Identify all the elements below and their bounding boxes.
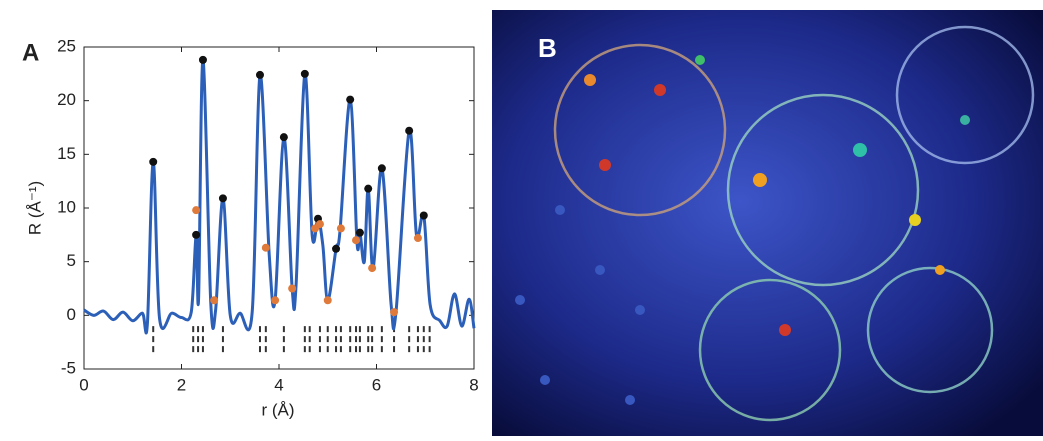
point (413, 234, 422, 243)
point (346, 95, 355, 104)
x-tick-label: 2 (177, 375, 186, 394)
point (355, 228, 364, 237)
atom (695, 55, 705, 65)
cage (866, 266, 994, 394)
x-tick-label: 8 (469, 375, 478, 394)
atom (960, 115, 970, 125)
y-tick-label: -5 (61, 358, 76, 377)
point (261, 243, 270, 252)
point (368, 264, 377, 273)
point (336, 224, 345, 233)
cage (895, 25, 1035, 165)
x-tick-label: 6 (372, 375, 381, 394)
y-tick-label: 25 (57, 36, 76, 55)
cage (553, 43, 727, 217)
atom (753, 173, 767, 187)
point (364, 184, 373, 193)
atom (595, 265, 605, 275)
point (192, 230, 201, 239)
atom (779, 324, 791, 336)
point (377, 164, 386, 173)
point (271, 296, 280, 305)
cage (726, 93, 920, 287)
y-tick-label: 20 (57, 90, 76, 109)
point (198, 55, 207, 64)
point (315, 220, 324, 229)
atom (909, 214, 921, 226)
atom (853, 143, 867, 157)
atom (654, 84, 666, 96)
atom (935, 265, 945, 275)
panel-b: B (492, 10, 1043, 436)
point (218, 194, 227, 203)
y-axis-label: R (Å⁻¹) (25, 181, 44, 235)
point (149, 157, 158, 166)
panel-label: B (538, 33, 557, 63)
point (352, 236, 361, 245)
x-axis-label: r (Å) (261, 400, 294, 419)
atom (540, 375, 550, 385)
y-tick-label: 5 (67, 251, 76, 270)
atom (584, 74, 596, 86)
y-tick-label: 10 (57, 197, 76, 216)
point (332, 244, 341, 253)
point (279, 133, 288, 142)
x-tick-label: 4 (274, 375, 283, 394)
atom (515, 295, 525, 305)
y-tick-label: 15 (57, 144, 76, 163)
point (288, 284, 297, 293)
atom (599, 159, 611, 171)
point (300, 69, 309, 78)
panel-b-background (492, 10, 1043, 436)
x-tick-label: 0 (79, 375, 88, 394)
atom (625, 395, 635, 405)
point (419, 211, 428, 220)
cage (698, 278, 842, 422)
curve (83, 58, 476, 335)
panel-label: A (22, 39, 39, 66)
point (405, 126, 414, 135)
point (192, 206, 201, 215)
molecule-cages (553, 25, 1035, 422)
point (323, 296, 332, 305)
point (390, 308, 399, 317)
atom (555, 205, 565, 215)
point (210, 296, 219, 305)
atoms (515, 55, 970, 405)
atom (635, 305, 645, 315)
point (255, 70, 264, 79)
y-tick-label: 0 (67, 305, 76, 324)
